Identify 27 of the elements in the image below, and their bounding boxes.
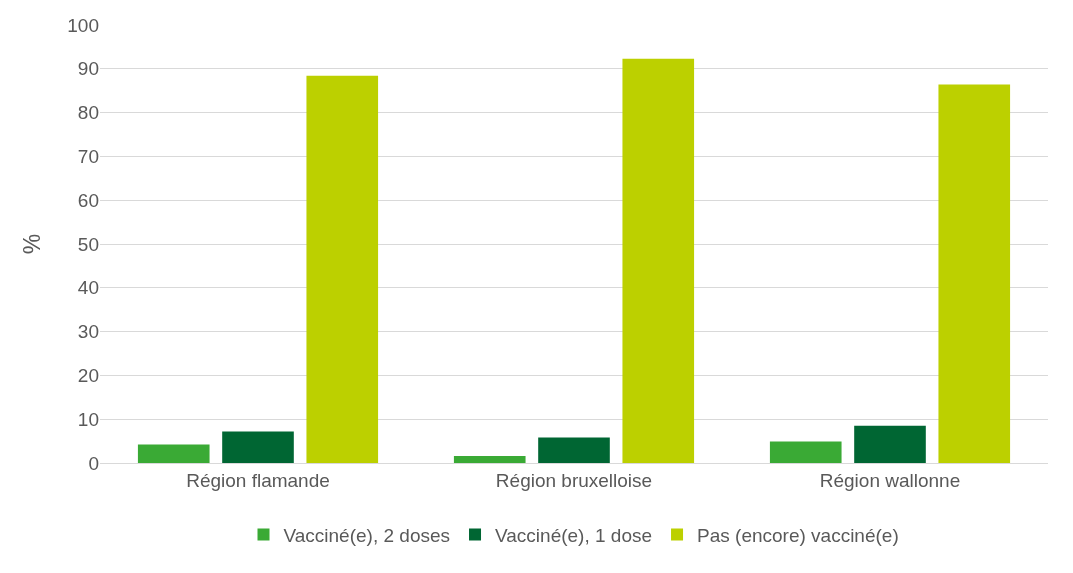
- legend-label: Pas (encore) vacciné(e): [697, 524, 899, 546]
- legend-label: Vacciné(e), 1 dose: [495, 524, 653, 546]
- bar: [453, 455, 526, 463]
- bar: [769, 441, 842, 463]
- bar: [222, 431, 294, 463]
- y-tick-label: 0: [88, 452, 99, 474]
- bar: [622, 58, 695, 463]
- y-tick-label: 30: [77, 321, 99, 343]
- y-tick-label: 100: [67, 14, 99, 36]
- y-tick-label: 90: [77, 58, 99, 80]
- x-tick-label: Région bruxelloise: [495, 469, 653, 491]
- y-tick-label: 60: [77, 189, 99, 211]
- y-tick-label: 50: [77, 233, 99, 255]
- y-tick-label: 80: [77, 102, 99, 124]
- bar: [938, 84, 1011, 463]
- bar: [306, 75, 379, 463]
- bar: [854, 425, 926, 463]
- y-tick-label: 70: [77, 146, 99, 168]
- x-tick-label: Région wallonne: [819, 469, 961, 491]
- y-tick-label: 10: [77, 408, 99, 430]
- legend-label: Vacciné(e), 2 doses: [283, 524, 451, 546]
- bar: [538, 437, 610, 463]
- y-tick-label: 40: [77, 277, 99, 299]
- y-tick-label: 20: [77, 365, 99, 387]
- y-axis-title: %: [18, 233, 45, 255]
- bar: [137, 444, 210, 463]
- x-tick-label: Région flamande: [186, 469, 330, 491]
